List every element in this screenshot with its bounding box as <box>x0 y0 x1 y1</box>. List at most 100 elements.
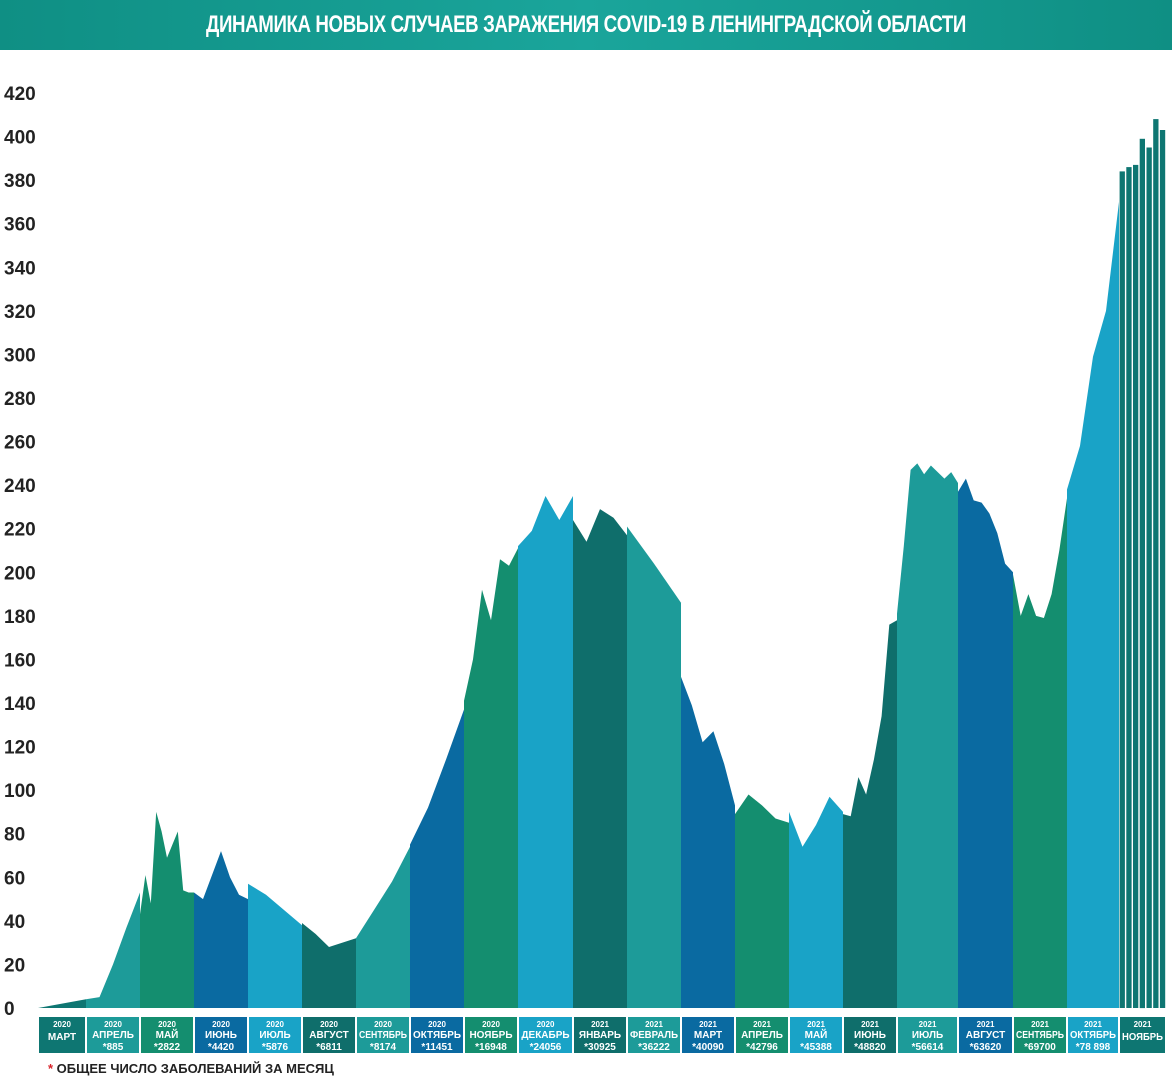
y-tick-label: 400 <box>4 128 36 149</box>
month-year: 2020 <box>428 1020 446 1029</box>
y-tick-label: 340 <box>4 258 36 279</box>
month-year: 2020 <box>212 1020 230 1029</box>
area-spike <box>1126 167 1132 1009</box>
month-label-box <box>249 1017 301 1053</box>
month-label-box <box>628 1017 680 1053</box>
y-tick-label: 280 <box>4 389 36 410</box>
area-segment <box>789 796 843 1008</box>
area-segment <box>681 676 735 1008</box>
month-label-box <box>195 1017 247 1053</box>
title-banner: ДИНАМИКА НОВЫХ СЛУЧАЕВ ЗАРАЖЕНИЯ COVID-1… <box>0 0 1172 50</box>
month-name: ЯНВАРЬ <box>579 1030 621 1041</box>
month-total: *56614 <box>912 1042 944 1053</box>
footnote-star: * <box>48 1061 54 1076</box>
month-name: МАРТ <box>694 1030 722 1041</box>
y-tick-label: 300 <box>4 345 36 366</box>
area-segment <box>1013 498 1067 1008</box>
month-label-box <box>357 1017 409 1053</box>
y-tick-label: 220 <box>4 520 36 541</box>
area-segment <box>356 846 410 1008</box>
y-tick-label: 0 <box>4 999 15 1020</box>
month-total: *24056 <box>530 1042 562 1053</box>
month-label-box <box>519 1017 572 1053</box>
chart-title: ДИНАМИКА НОВЫХ СЛУЧАЕВ ЗАРАЖЕНИЯ COVID-1… <box>206 11 966 38</box>
month-year: 2020 <box>320 1020 338 1029</box>
month-total: *2822 <box>154 1042 181 1053</box>
month-year: 2021 <box>699 1020 717 1029</box>
month-year: 2021 <box>807 1020 825 1029</box>
month-year: 2021 <box>591 1020 609 1029</box>
footnote: * ОБЩЕЕ ЧИСЛО ЗАБОЛЕВАНИЙ ЗА МЕСЯЦ <box>48 1061 334 1076</box>
month-year: 2020 <box>104 1020 122 1029</box>
month-name: СЕНТЯБРЬ <box>359 1030 407 1041</box>
month-label-box <box>411 1017 463 1053</box>
month-label-box <box>736 1017 788 1053</box>
y-tick-label: 420 <box>4 84 36 105</box>
y-tick-label: 200 <box>4 563 36 584</box>
month-total: *8174 <box>370 1042 397 1053</box>
month-year: 2021 <box>753 1020 771 1029</box>
area-segment <box>248 883 302 1008</box>
month-year: 2021 <box>919 1020 937 1029</box>
month-label-box <box>844 1017 896 1053</box>
month-year: 2020 <box>158 1020 176 1029</box>
month-name: НОЯБРЬ <box>1122 1032 1163 1043</box>
area-segment <box>302 923 356 1008</box>
area-spike <box>1133 164 1139 1008</box>
y-tick-label: 180 <box>4 607 36 628</box>
area-segment <box>1067 201 1119 1008</box>
y-tick-label: 80 <box>4 825 25 846</box>
month-total: *69700 <box>1024 1042 1056 1053</box>
y-tick-label: 140 <box>4 694 36 715</box>
month-name: МАЙ <box>156 1028 179 1041</box>
area-segment <box>86 892 140 1008</box>
month-label-box <box>682 1017 734 1053</box>
month-year: 2020 <box>482 1020 500 1029</box>
month-total: *42796 <box>746 1042 778 1053</box>
month-label-box <box>303 1017 355 1053</box>
area-segment <box>140 811 194 1008</box>
y-tick-label: 320 <box>4 302 36 323</box>
month-year: 2021 <box>977 1020 995 1029</box>
month-name: АПРЕЛЬ <box>741 1030 783 1041</box>
month-name: НОЯБРЬ <box>469 1030 512 1041</box>
month-year: 2020 <box>266 1020 284 1029</box>
area-spike <box>1153 119 1159 1009</box>
month-total: *885 <box>103 1042 124 1053</box>
area-segment <box>38 999 86 1008</box>
month-year: 2020 <box>537 1020 555 1029</box>
month-name: МАЙ <box>805 1028 828 1041</box>
month-label-box <box>465 1017 517 1053</box>
month-total: *36222 <box>638 1042 670 1053</box>
area-segment <box>897 463 958 1008</box>
month-label-box <box>39 1017 85 1053</box>
area-segment <box>573 509 627 1008</box>
month-name: АВГУСТ <box>966 1030 1005 1041</box>
footnote-text: ОБЩЕЕ ЧИСЛО ЗАБОЛЕВАНИЙ ЗА МЕСЯЦ <box>53 1061 334 1076</box>
month-total: *4420 <box>208 1042 235 1053</box>
month-year: 2021 <box>1084 1020 1102 1029</box>
month-label-box <box>898 1017 957 1053</box>
month-total: *16948 <box>475 1042 507 1053</box>
y-tick-label: 360 <box>4 215 36 236</box>
month-total: *78 898 <box>1076 1042 1111 1053</box>
month-year: 2021 <box>1134 1020 1152 1029</box>
area-segment <box>518 496 573 1008</box>
month-label-box <box>790 1017 842 1053</box>
month-year: 2021 <box>645 1020 663 1029</box>
area-spike <box>1139 138 1145 1009</box>
